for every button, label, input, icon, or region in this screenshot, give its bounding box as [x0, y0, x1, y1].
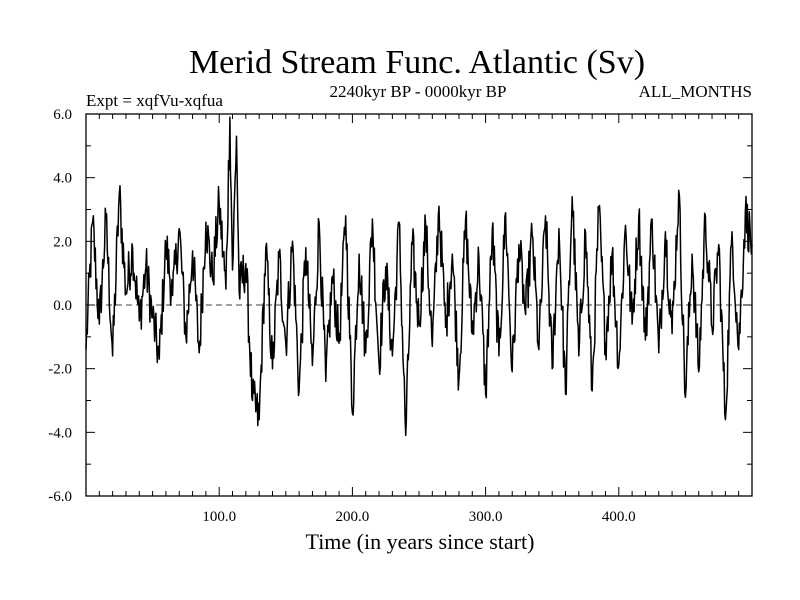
- experiment-label: Expt = xqfVu-xqfua: [86, 91, 223, 110]
- x-tick-label: 200.0: [336, 509, 370, 525]
- y-tick-label: -4.0: [48, 425, 72, 441]
- y-tick-label: 4.0: [53, 171, 72, 187]
- x-axis-label: Time (in years since start): [306, 529, 535, 554]
- period-label: 2240kyr BP - 0000kyr BP: [330, 82, 507, 101]
- y-tick-label: -2.0: [48, 362, 72, 378]
- x-tick-label: 300.0: [469, 509, 503, 525]
- ticks-layer: -6.0 -4.0 -2.0 0.0 2.0 4.0 6.0 100.0 200.0 300.0 4…: [48, 107, 752, 525]
- y-tick-label: 0.0: [53, 298, 72, 314]
- chart-title: Merid Stream Func. Atlantic (Sv): [189, 44, 645, 81]
- x-tick-label: 100.0: [202, 509, 236, 525]
- y-tick-label: -6.0: [48, 489, 72, 505]
- y-tick-label: 2.0: [53, 234, 72, 250]
- y-tick-label: 6.0: [53, 107, 72, 123]
- plot-frame: [85, 113, 753, 497]
- months-label: ALL_MONTHS: [639, 82, 752, 101]
- x-tick-label: 400.0: [602, 509, 636, 525]
- series-line: [85, 116, 753, 437]
- data-layer: [85, 116, 753, 437]
